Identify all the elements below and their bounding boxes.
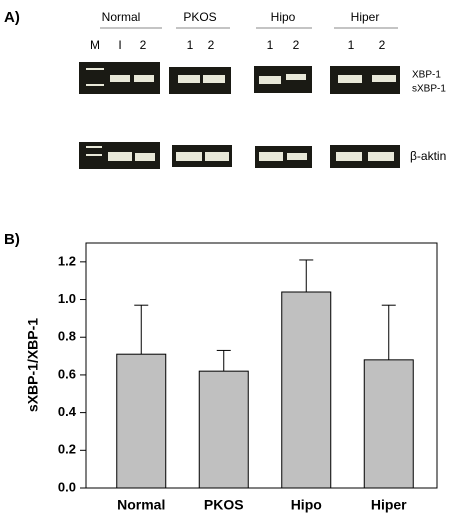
band xyxy=(336,152,362,161)
band xyxy=(176,152,202,161)
lane-label: 1 xyxy=(267,38,274,52)
gel xyxy=(255,146,312,168)
group-label: PKOS xyxy=(183,10,216,24)
band xyxy=(86,68,104,70)
band-label: β-aktin xyxy=(410,149,446,163)
band xyxy=(203,75,225,83)
band xyxy=(110,75,130,82)
gel xyxy=(330,145,400,168)
band xyxy=(86,146,102,148)
band-label: sXBP-1 xyxy=(412,84,446,95)
group-label: Hiper xyxy=(351,10,380,24)
band xyxy=(368,152,394,161)
y-tick-label: 0.8 xyxy=(58,329,76,344)
lane-label: 1 xyxy=(348,38,355,52)
bar xyxy=(116,353,167,489)
band xyxy=(259,76,281,84)
band xyxy=(287,153,307,160)
band xyxy=(86,154,102,156)
band xyxy=(286,74,306,80)
lane-labels: M I 2 1 2 1 2 1 2 xyxy=(90,38,386,52)
lane-label: 1 xyxy=(187,38,194,52)
gel-xbp xyxy=(79,62,400,94)
bar xyxy=(281,291,332,489)
lane-label: 2 xyxy=(379,38,386,52)
group-headers: Normal PKOS Hipo Hiper xyxy=(100,10,398,29)
band xyxy=(338,75,362,83)
y-tick-label: 1.2 xyxy=(58,253,76,268)
y-tick-label: 0.0 xyxy=(58,479,76,494)
group-label: Normal xyxy=(102,10,141,24)
lane-label: 2 xyxy=(208,38,215,52)
lane-label: I xyxy=(118,38,121,52)
plot-frame xyxy=(85,242,438,489)
lane-label: M xyxy=(90,38,100,52)
lane-label: 2 xyxy=(140,38,147,52)
y-tick-label: 0.4 xyxy=(58,404,77,419)
band xyxy=(205,152,229,161)
y-tick-label: 0.2 xyxy=(58,442,76,457)
band xyxy=(178,75,200,83)
gel-actin xyxy=(79,142,400,169)
bar xyxy=(363,359,414,489)
lane-label: 2 xyxy=(293,38,300,52)
x-tick-label: Hiper xyxy=(371,497,407,513)
panel-label: B) xyxy=(4,231,20,248)
y-axis-label: sXBP-1/XBP-1 xyxy=(25,318,41,412)
band xyxy=(372,75,396,82)
band xyxy=(86,84,104,86)
x-tick-label: Normal xyxy=(117,497,165,513)
band-label: XBP-1 xyxy=(412,70,441,81)
x-tick-label: PKOS xyxy=(204,497,244,513)
y-tick-label: 1.0 xyxy=(58,291,76,306)
band xyxy=(135,153,155,161)
panel-label: A) xyxy=(4,9,20,26)
group-label: Hipo xyxy=(271,10,296,24)
bar xyxy=(198,370,249,489)
band xyxy=(108,152,132,161)
band xyxy=(134,75,154,82)
x-tick-label: Hipo xyxy=(291,497,322,513)
y-tick-label: 0.6 xyxy=(58,366,76,381)
band xyxy=(259,152,283,161)
